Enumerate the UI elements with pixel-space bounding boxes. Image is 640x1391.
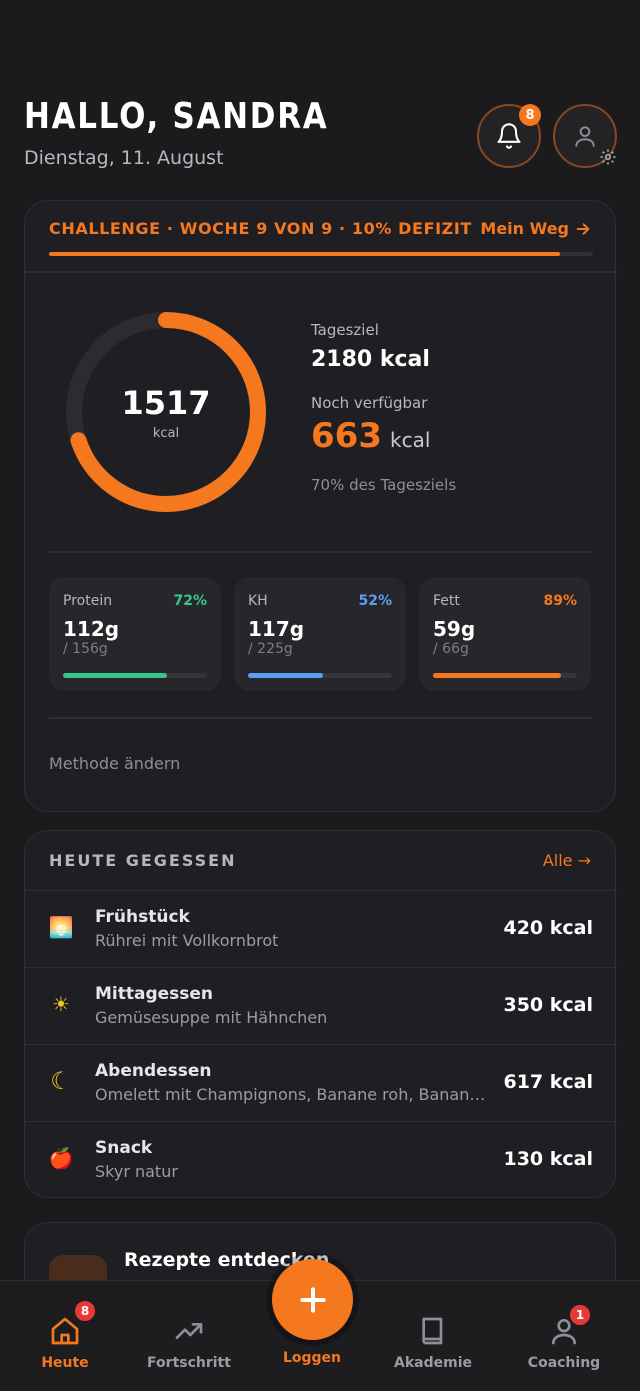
my-path-label: Mein Weg [480,219,569,238]
divider [25,271,617,273]
consumed-kcal-unit: kcal [152,425,180,441]
meal-row-lunch[interactable]: ☀ Mittagessen Gemüsesuppe mit Hähnchen 3… [25,967,617,1044]
moon-icon: ☾ [50,1067,72,1095]
nav-home-label: Heute [41,1355,89,1371]
calorie-ring: 1517 kcal [61,307,271,517]
notifications-button[interactable]: 8 [477,104,541,168]
meal-name: Snack [95,1138,153,1158]
plus-icon [299,1286,326,1313]
challenge-progress-fill [49,252,561,256]
meal-kcal: 130 kcal [503,1148,593,1170]
meals-card: HEUTE GEGESSEN Alle → 🌅 Frühstück Rührei… [24,830,617,1198]
book-icon [422,1317,443,1345]
daily-goal-value: 2180 kcal [311,347,430,372]
macro-name: Fett [433,593,460,609]
profile-button[interactable] [553,104,617,168]
nav-progress[interactable]: Fortschritt [129,1281,249,1391]
macro-card-protein[interactable]: Protein 72% 112g / 156g [49,577,221,691]
date-label: Dienstag, 11. August [24,147,224,169]
macro-progress-fill [248,673,323,678]
consumed-kcal-value: 1517 [121,383,211,422]
goal-percent-text: 70% des Tagesziels [311,476,457,494]
nav-home[interactable]: 8 Heute [5,1281,125,1391]
meal-description: Omelett mit Champignons, Banane roh, Ban… [95,1085,495,1104]
home-badge: 8 [73,1299,97,1323]
meal-description: Skyr natur [95,1162,178,1181]
divider [49,551,593,553]
all-meals-link[interactable]: Alle → [542,851,591,870]
macro-name: KH [248,593,268,609]
arrow-right-icon [576,222,590,235]
macro-progress-bar [433,673,577,678]
macro-progress-bar [248,673,392,678]
recipes-title: Rezepte entdecken [124,1249,330,1271]
challenge-card: CHALLENGE · WOCHE 9 VON 9 · 10% DEFIZIT … [24,200,617,812]
macro-card-fat[interactable]: Fett 89% 59g / 66g [419,577,591,691]
meal-row-snack[interactable]: 🍎 Snack Skyr natur 130 kcal [25,1121,617,1198]
apple-icon: 🍎 [48,1146,74,1170]
meal-row-breakfast[interactable]: 🌅 Frühstück Rührei mit Vollkornbrot 420 … [25,890,617,967]
available-label: Noch verfügbar [311,394,428,412]
challenge-progress-bar [49,252,593,256]
available-value: 663 [311,416,382,456]
coaching-badge: 1 [568,1303,592,1327]
sunrise-icon: 🌅 [48,915,74,939]
macro-progress-bar [63,673,207,678]
calorie-stats: Tagesziel 2180 kcal Noch verfügbar 663 k… [311,321,456,494]
divider [49,717,593,719]
nav-coaching-label: Coaching [527,1355,601,1371]
macro-card-carbs[interactable]: KH 52% 117g / 225g [234,577,406,691]
my-path-link[interactable]: Mein Weg [480,219,591,238]
nav-progress-label: Fortschritt [147,1355,231,1371]
greeting-title: HALLO, SANDRA [24,96,329,137]
nav-academy-label: Akademie [394,1355,472,1371]
meal-kcal: 617 kcal [503,1071,593,1093]
trending-up-icon [175,1323,203,1339]
meals-title: HEUTE GEGESSEN [49,851,237,870]
gear-icon [600,149,616,165]
nav-academy[interactable]: Akademie [373,1281,493,1391]
macro-value: 112g [63,617,120,641]
challenge-title: CHALLENGE · WOCHE 9 VON 9 · 10% DEFIZIT [49,219,472,238]
notification-badge: 8 [519,104,541,126]
available-unit: kcal [389,428,431,452]
macro-progress-fill [433,673,562,678]
user-icon [575,126,595,147]
macro-goal: / 66g [433,641,469,657]
user-icon [552,1319,576,1345]
macro-value: 59g [433,617,476,641]
daily-goal-label: Tagesziel [311,321,379,339]
meal-description: Rührei mit Vollkornbrot [95,931,279,950]
nav-coaching[interactable]: 1 Coaching [504,1281,624,1391]
meal-kcal: 420 kcal [503,917,593,939]
macro-percent: 52% [358,593,392,609]
macro-goal: / 225g [248,641,293,657]
macro-percent: 72% [173,593,207,609]
meal-name: Mittagessen [95,984,214,1004]
macro-progress-fill [63,673,167,678]
log-label: Loggen [282,1350,342,1366]
log-button[interactable] [272,1259,353,1340]
home-icon [51,1317,79,1345]
macro-percent: 89% [543,593,577,609]
meal-kcal: 350 kcal [503,994,593,1016]
macro-goal: / 156g [63,641,108,657]
meal-row-dinner[interactable]: ☾ Abendessen Omelett mit Champignons, Ba… [25,1044,617,1121]
meal-name: Frühstück [95,907,190,927]
macro-value: 117g [248,617,305,641]
meal-description: Gemüsesuppe mit Hähnchen [95,1008,328,1027]
calorie-ring-graphic [66,312,266,512]
meal-name: Abendessen [95,1061,212,1081]
bell-icon [497,123,521,149]
sun-icon: ☀ [52,992,70,1016]
header: HALLO, SANDRA Dienstag, 11. August [24,96,378,169]
change-method-link[interactable]: Methode ändern [49,754,181,773]
macro-name: Protein [63,593,113,609]
